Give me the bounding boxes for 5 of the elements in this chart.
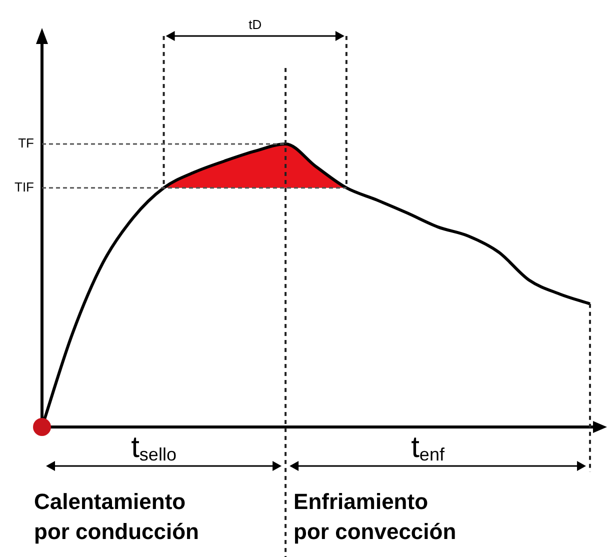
- text: tD: [248, 17, 262, 32]
- ref-line-label: TF: [18, 136, 34, 151]
- text: Enfriamiento por convección: [294, 489, 456, 544]
- ref-line-label: TIF: [14, 179, 34, 194]
- text: Calentamiento por conducción: [34, 489, 199, 544]
